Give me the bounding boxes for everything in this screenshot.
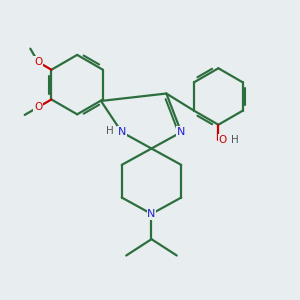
Text: O: O [34,57,42,67]
Text: N: N [177,127,185,137]
Text: N: N [118,127,126,137]
Text: H: H [231,135,239,145]
Text: O: O [34,102,42,112]
Text: H: H [106,126,114,136]
Text: N: N [147,209,156,219]
Text: O: O [219,135,227,145]
